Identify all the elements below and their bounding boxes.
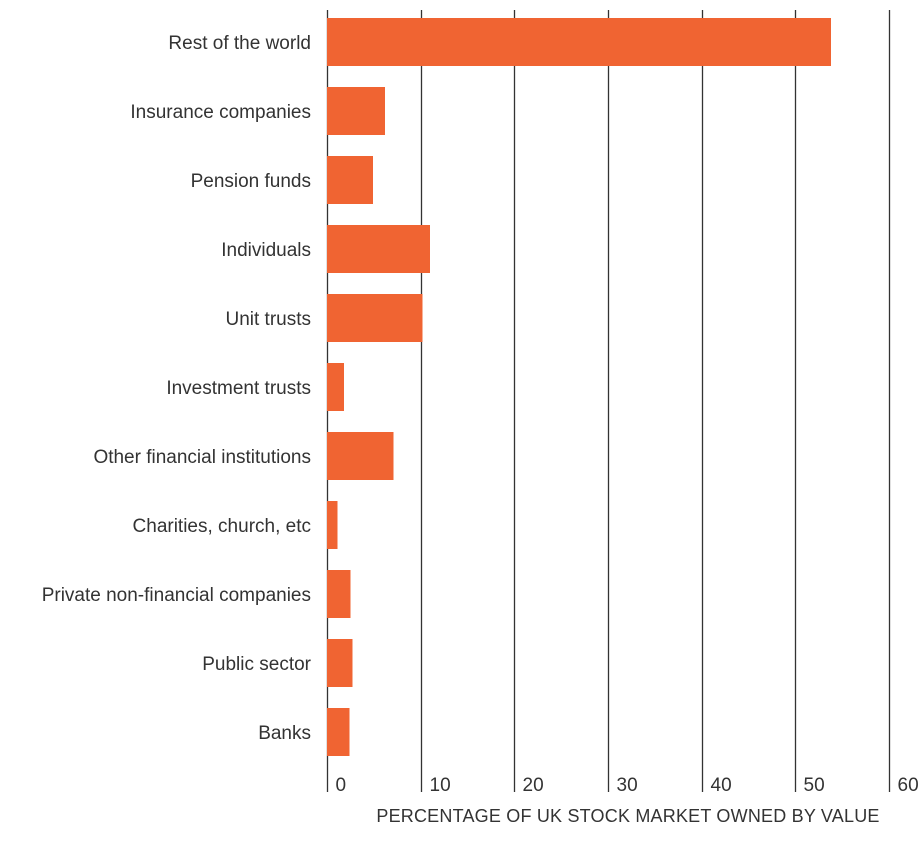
- bar-charities-church-etc: [327, 501, 338, 549]
- category-label: Private non-financial companies: [42, 585, 311, 606]
- bar-unit-trusts: [327, 294, 423, 342]
- x-axis-title: PERCENTAGE OF UK STOCK MARKET OWNED BY V…: [376, 806, 879, 826]
- category-label: Charities, church, etc: [133, 516, 311, 537]
- bar-private-non-financial-companies: [327, 570, 351, 618]
- gridlines: [326, 10, 891, 792]
- x-tick-0: 0: [336, 775, 347, 796]
- x-tick-10: 10: [430, 775, 451, 796]
- x-tick-50: 50: [804, 775, 825, 796]
- bar-pension-funds: [327, 156, 373, 204]
- bar-public-sector: [327, 639, 353, 687]
- category-label: Unit trusts: [225, 309, 311, 330]
- x-tick-40: 40: [711, 775, 732, 796]
- category-label: Other financial institutions: [93, 447, 311, 468]
- bar-other-financial-institutions: [327, 432, 394, 480]
- bar-banks: [327, 708, 350, 756]
- category-labels: Rest of the world Insurance companies Pens…: [42, 33, 312, 744]
- bars: [327, 18, 831, 756]
- category-label: Rest of the world: [168, 33, 311, 54]
- bar-investment-trusts: [327, 363, 344, 411]
- bar-rest-of-the-world: [327, 18, 831, 66]
- bar-insurance-companies: [327, 87, 386, 135]
- x-tick-60: 60: [898, 775, 919, 796]
- x-tick-30: 30: [617, 775, 638, 796]
- category-label: Public sector: [202, 654, 311, 675]
- category-label: Pension funds: [191, 171, 311, 192]
- x-tick-20: 20: [523, 775, 544, 796]
- bar-individuals: [327, 225, 431, 273]
- category-label: Individuals: [221, 240, 311, 261]
- x-tick-labels: 0 10 20 30 40 50 60: [336, 775, 919, 796]
- category-label: Banks: [258, 723, 311, 744]
- category-label: Investment trusts: [166, 378, 311, 399]
- category-label: Insurance companies: [130, 102, 311, 123]
